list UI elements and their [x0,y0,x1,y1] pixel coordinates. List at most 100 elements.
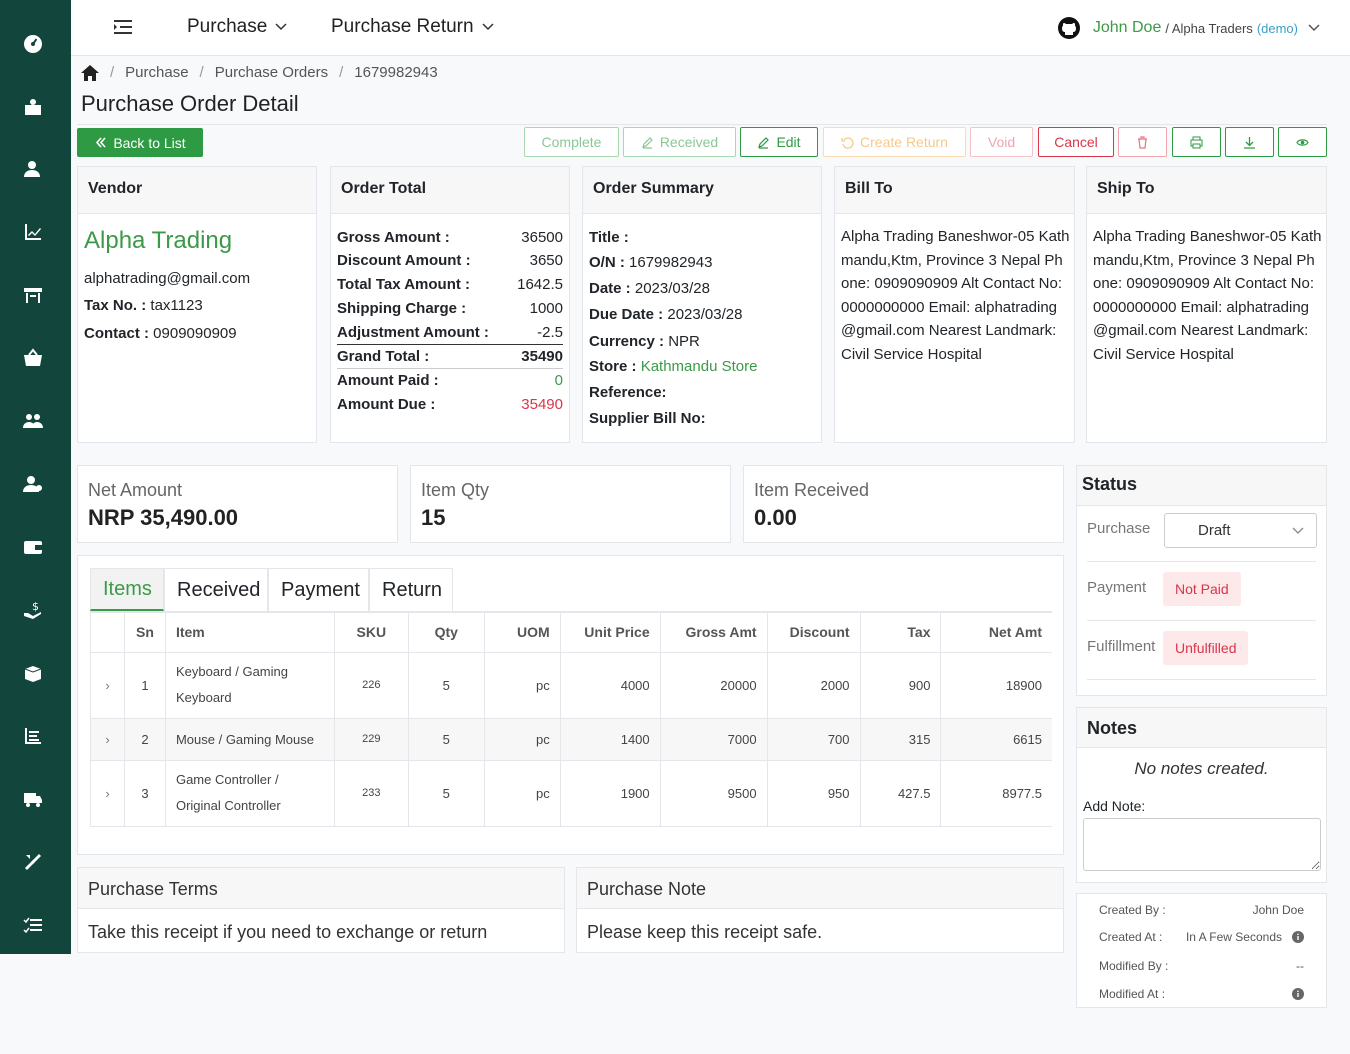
purchase-menu[interactable]: Purchase [187,16,287,38]
wallet-icon[interactable] [22,536,44,558]
account-icon[interactable] [22,473,44,495]
complete-button[interactable]: Complete [524,127,619,157]
created-by-label: Created By : [1099,903,1166,917]
payment-icon[interactable]: $ [22,599,44,621]
tab-payment[interactable]: Payment [268,568,369,611]
title-label: Title : [589,229,629,246]
sidebar: $ [0,0,71,954]
discount-header[interactable]: Discount [766,611,861,653]
gross-amount-value: 36500 [521,229,563,246]
amount-paid-label: Amount Paid : [337,372,439,389]
net-amount-label: Net Amount [88,480,183,500]
notes-title: Notes [1077,708,1326,748]
sn-header[interactable]: Sn [123,611,166,653]
table-row: › 2 Mouse / Gaming Mouse 229 5 pc 1400 7… [90,718,1052,761]
row-unit-price: 1400 [559,718,661,761]
amount-due-label: Amount Due : [337,396,436,413]
create-return-button[interactable]: Create Return [823,127,966,157]
notes-card: Notes No notes created. Add Note: [1076,707,1327,883]
product-icon[interactable] [22,96,44,118]
print-button[interactable] [1172,127,1221,157]
add-note-textarea[interactable] [1083,818,1321,871]
shipping-charge-label: Shipping Charge : [337,300,467,317]
undo-icon [841,137,854,149]
row-qty: 5 [407,718,485,761]
download-button[interactable] [1225,127,1274,157]
row-sn: 2 [123,718,166,761]
tools-icon[interactable] [22,851,44,873]
list-icon[interactable] [22,914,44,936]
gross-amt-header[interactable]: Gross Amt [659,611,768,653]
no-notes-message: No notes created. [1134,759,1269,778]
breadcrumb-purchase[interactable]: Purchase [125,64,189,81]
order-total-title: Order Total [331,167,569,214]
purchase-return-menu[interactable]: Purchase Return [331,16,494,38]
tab-return-label: Return [382,578,443,601]
edit-label: Edit [776,134,801,150]
tab-payment-label: Payment [281,578,360,601]
uom-header[interactable]: UOM [483,611,561,653]
net-amt-header[interactable]: Net Amt [940,611,1052,653]
truck-icon[interactable] [22,788,44,810]
box-icon[interactable] [22,662,44,684]
purchase-status-row: Purchase Draft [1087,506,1317,562]
info-icon[interactable] [1292,988,1304,1000]
qty-header[interactable]: Qty [407,611,485,653]
edit-button[interactable]: Edit [740,127,818,157]
vendor-name[interactable]: Alpha Trading [84,227,233,254]
modified-at-label: Modified At : [1099,987,1166,1001]
users-icon[interactable] [22,410,44,432]
info-icon[interactable] [1292,931,1304,943]
store-link[interactable]: Kathmandu Store [640,358,758,375]
user-icon[interactable] [22,158,44,180]
pencil-icon [758,136,770,149]
status-title: Status [1077,466,1326,506]
payment-status-label: Payment [1087,579,1147,596]
tab-received[interactable]: Received [164,568,268,611]
unit-price-header[interactable]: Unit Price [559,611,661,653]
expand-row-icon[interactable]: › [90,652,125,719]
ship-to-address: Alpha Trading Baneshwor-05 Kathmandu,Ktm… [1093,228,1322,363]
expand-row-icon[interactable]: › [90,760,125,827]
purchase-note-title: Purchase Note [577,868,1063,909]
report-icon[interactable] [22,725,44,747]
tax-value: tax1123 [150,297,203,314]
cancel-button[interactable]: Cancel [1038,127,1114,157]
tab-return[interactable]: Return [369,568,453,611]
row-net: 8977.5 [940,760,1052,827]
items-table: Sn Item SKU Qty UOM Unit Price Gross Amt… [90,611,1052,827]
expand-row-icon[interactable]: › [90,718,125,761]
github-icon[interactable] [1057,16,1081,40]
back-to-list-button[interactable]: Back to List [77,128,203,157]
row-unit-price: 1900 [559,760,661,827]
item-received-label: Item Received [754,480,870,500]
dashboard-icon[interactable] [22,33,44,55]
received-button[interactable]: Received [623,127,736,157]
user-menu[interactable]: John Doe / Alpha Traders (demo) [1057,16,1320,40]
discount-amount-label: Discount Amount : [337,252,471,269]
breadcrumb-purchase-orders[interactable]: Purchase Orders [214,64,329,81]
row-discount: 700 [766,718,861,761]
basket-icon[interactable] [22,347,44,369]
tab-items[interactable]: Items [90,568,164,611]
net-amount-value: NRP 35,490.00 [88,505,239,530]
create-return-label: Create Return [860,134,948,150]
chart-icon[interactable] [22,221,44,243]
delete-button[interactable] [1118,127,1167,157]
preview-button[interactable] [1278,127,1327,157]
tax-amount-label: Total Tax Amount : [337,276,471,293]
purchase-status-select[interactable]: Draft [1164,513,1317,548]
item-received-stat: Item Received 0.00 [743,465,1064,543]
user-name: John Doe [1092,19,1162,36]
menu-toggle-icon[interactable] [113,17,133,37]
reference-label: Reference: [589,384,667,401]
void-button[interactable]: Void [970,127,1033,157]
order-number-label: O/N : [589,254,625,271]
chevron-down-icon [275,23,287,31]
store-icon[interactable] [22,284,44,306]
home-icon[interactable] [81,64,99,81]
sku-header[interactable]: SKU [333,611,409,653]
item-header[interactable]: Item [164,611,335,653]
row-gross: 20000 [659,652,768,719]
tax-header[interactable]: Tax [859,611,941,653]
